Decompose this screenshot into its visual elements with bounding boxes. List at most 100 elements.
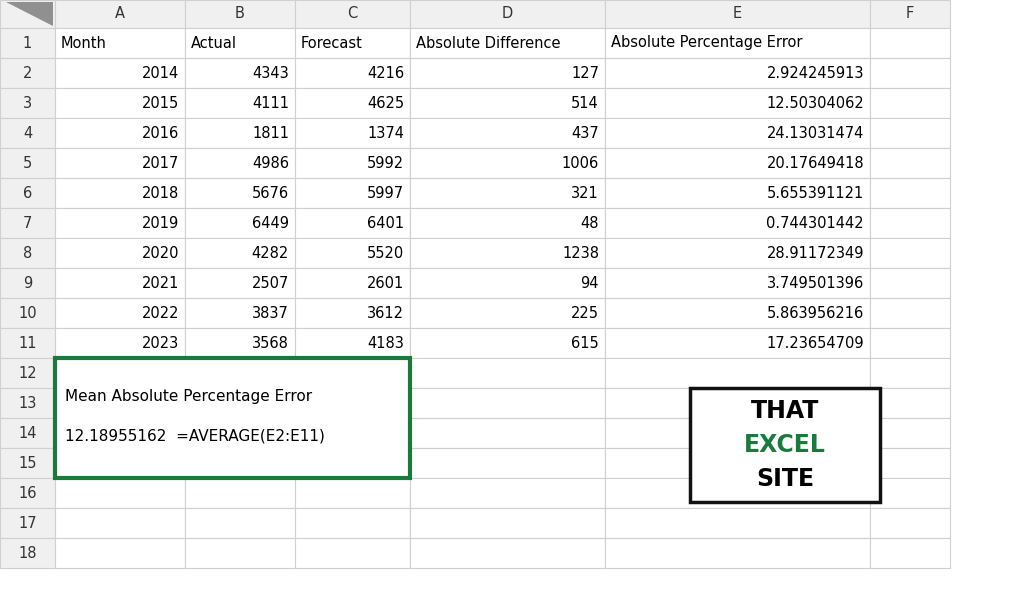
Text: 12.50304062: 12.50304062 [766,95,864,111]
Text: 2022: 2022 [141,305,179,320]
Text: 9: 9 [23,275,32,291]
Text: 3837: 3837 [252,305,289,320]
Text: 14: 14 [18,426,37,441]
Bar [55,448,185,478]
Bar [185,448,295,478]
Bar [185,538,295,568]
Text: 2018: 2018 [141,185,179,201]
Text: 4282: 4282 [252,246,289,260]
Bar [870,238,950,268]
Text: 13: 13 [18,395,37,410]
Bar [410,238,605,268]
Text: 2.924245913: 2.924245913 [767,66,864,80]
Bar [870,358,950,388]
Bar [605,508,870,538]
Bar [870,508,950,538]
Text: 94: 94 [581,275,599,291]
Text: 4216: 4216 [367,66,404,80]
Bar [0,298,55,328]
Text: 3612: 3612 [367,305,404,320]
Text: 48: 48 [581,215,599,230]
Text: 15: 15 [18,455,37,471]
Bar [605,328,870,358]
Bar [410,448,605,478]
Bar [605,358,870,388]
Bar [605,28,870,58]
Text: Month: Month [61,35,106,50]
Text: THAT: THAT [751,399,819,423]
Bar [0,268,55,298]
Bar [870,0,950,28]
Bar [0,478,55,508]
Bar [55,148,185,178]
Bar [185,28,295,58]
Bar [605,388,870,418]
Bar [410,298,605,328]
Text: 1811: 1811 [252,125,289,140]
Bar [870,328,950,358]
Text: 11: 11 [18,336,37,350]
Bar [870,418,950,448]
Text: 2016: 2016 [141,125,179,140]
Bar [605,298,870,328]
Text: 24.13031474: 24.13031474 [767,125,864,140]
Text: SITE: SITE [756,467,814,491]
Text: 4625: 4625 [367,95,404,111]
Bar [55,388,185,418]
Text: 2017: 2017 [141,156,179,170]
Bar [870,28,950,58]
Bar [295,58,410,88]
Bar [605,538,870,568]
Bar [0,538,55,568]
Text: 3.749501396: 3.749501396 [767,275,864,291]
Bar [295,0,410,28]
Text: Mean Absolute Percentage Error: Mean Absolute Percentage Error [65,389,312,404]
Text: 5997: 5997 [367,185,404,201]
Bar [295,388,410,418]
Text: 18: 18 [18,545,37,561]
Text: 5992: 5992 [367,156,404,170]
Bar [55,178,185,208]
Bar [0,508,55,538]
Bar [605,418,870,448]
Bar [870,148,950,178]
Bar [55,28,185,58]
Text: 6: 6 [23,185,32,201]
Bar [410,358,605,388]
Bar [605,118,870,148]
Text: A: A [115,7,125,21]
Text: 1: 1 [23,35,32,50]
Bar [185,418,295,448]
Text: 3568: 3568 [252,336,289,350]
Bar [410,418,605,448]
Text: 2014: 2014 [141,66,179,80]
Bar [410,88,605,118]
Text: 5520: 5520 [367,246,404,260]
Text: 5: 5 [23,156,32,170]
Bar [185,388,295,418]
Text: 2015: 2015 [141,95,179,111]
Bar [0,328,55,358]
Bar [605,478,870,508]
Text: E: E [733,7,742,21]
Bar [605,268,870,298]
Bar [0,358,55,388]
Text: 5676: 5676 [252,185,289,201]
Bar [55,358,410,478]
Bar [410,328,605,358]
Bar [0,28,55,58]
Bar [295,298,410,328]
Text: 2507: 2507 [252,275,289,291]
Bar [185,268,295,298]
Bar [185,58,295,88]
Bar [295,178,410,208]
Bar [295,478,410,508]
Text: 8: 8 [23,246,32,260]
Text: 4111: 4111 [252,95,289,111]
Bar [295,238,410,268]
Bar [0,58,55,88]
Bar [55,88,185,118]
Bar [690,388,880,502]
Text: 0.744301442: 0.744301442 [766,215,864,230]
Bar [55,58,185,88]
